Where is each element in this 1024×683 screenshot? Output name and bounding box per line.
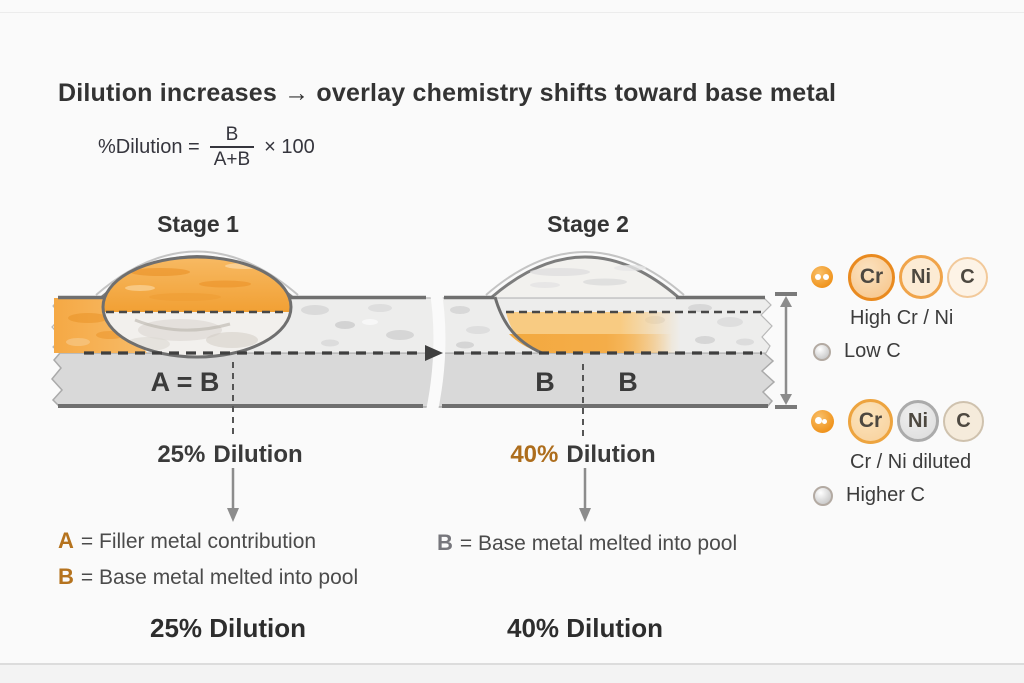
stage1-bottom-label: 25% Dilution [149,613,306,643]
formula-numerator: B [225,124,239,145]
top-divider [0,12,1024,13]
element-cr-label: Cr [858,409,883,432]
droplet-dot-icon [815,274,821,280]
stage1-down-arrow [227,468,239,522]
page-title: Dilution increases → overlay chemistry s… [58,79,837,107]
bottom-divider [0,663,1024,683]
stage2-dilution-value: 40% [510,441,559,468]
formula-rhs: × 100 [264,135,315,158]
key-letter-b2: B [437,530,453,555]
stage2-plate-label-left: B [535,367,555,397]
legend-high-crni: Cr Ni C High Cr / Ni Low C [806,252,1021,363]
stage2-bottom-label: 40% Dilution [506,613,663,643]
dilution-formula: %Dilution = B A+B × 100 [98,124,315,171]
legend-high-caption: High Cr / Ni [850,307,954,329]
stage2-dilution-label: 40% Dilution [473,441,693,469]
element-ni-label: Ni [908,409,928,432]
key-desc-b2: = Base metal melted into pool [459,532,738,555]
stage2-dilution-word: Dilution [566,441,656,468]
stage1-plate-label: A = B [151,367,220,397]
formula-lhs: %Dilution = [98,135,200,158]
filler-droplet-icon [811,266,833,288]
diluted-droplet-icon [811,409,834,433]
formula-fraction: B A+B [209,124,255,171]
key-letter-b: B [58,564,74,589]
key-base-melted-stage2: B = Base metal melted into pool [437,530,737,556]
weld-cross-section-svg: A = B B B [51,250,797,438]
key-filler-contribution: A = Filler metal contribution [58,528,316,554]
element-cr-badge: Cr [848,398,893,444]
carbon-sphere-icon [813,342,831,361]
legend-higher-c-label: Higher C [846,484,925,506]
element-cr-label: Cr [859,265,884,288]
legend-low-c-row: Low C [806,340,1021,363]
droplet-dot-icon [815,416,822,424]
key-letter-a: A [58,528,74,553]
element-ni-label: Ni [911,265,931,288]
legend-diluted-caption: Cr / Ni diluted [850,451,972,473]
legend-higher-c-row: Higher C [806,484,1021,507]
key-desc-b: = Base metal melted into pool [80,566,359,589]
carbon-sphere-icon [813,485,833,506]
element-c-label: C [956,409,971,432]
formula-denominator: A+B [209,145,255,171]
element-c-badge: C [943,400,984,442]
fusion-line-arrow [84,345,762,361]
stage1-weld-bead [95,250,299,359]
stage2-down-arrow [579,468,591,522]
element-c-label: C [960,265,975,288]
legend-diluted-elements-row: Cr Ni C [806,396,1021,446]
stage1-dilution-label: 25% Dilution [120,441,340,469]
legend-diluted-crni: Cr Ni C Cr / Ni diluted Higher C [806,396,1021,507]
legend-low-c-label: Low C [844,340,901,362]
stage1-dilution-value: 25% [157,441,206,468]
stage1-dilution-word: Dilution [213,441,303,468]
element-c-badge: C [947,256,988,298]
droplet-dot-icon [823,274,829,280]
key-base-melted: B = Base metal melted into pool [58,564,358,590]
stage1-title: Stage 1 [157,211,239,237]
key-desc-a: = Filler metal contribution [80,530,317,553]
stage2-plate-label-right: B [618,367,638,397]
droplet-dot-icon [822,418,827,424]
thickness-measure-arrow [775,292,797,409]
stage2-weld-bead [485,251,762,355]
element-ni-badge: Ni [897,400,939,442]
stage2-title: Stage 2 [547,211,629,237]
element-ni-badge: Ni [899,255,943,299]
element-cr-badge: Cr [848,253,895,301]
legend-high-elements-row: Cr Ni C [806,252,1021,302]
